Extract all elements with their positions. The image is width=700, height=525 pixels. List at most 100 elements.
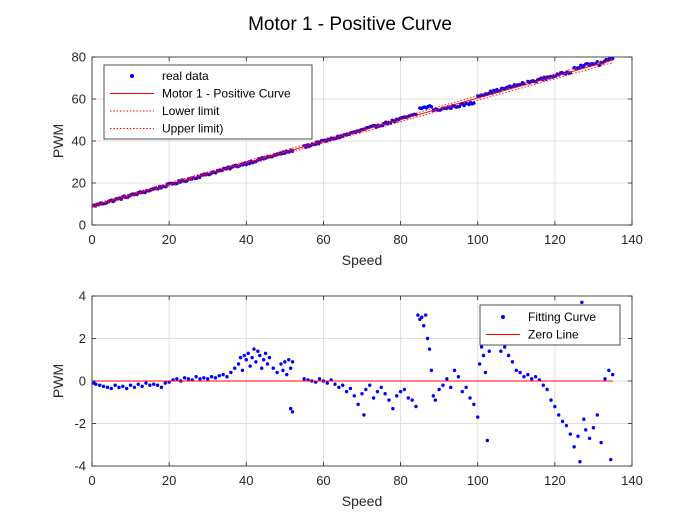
- x-axis-label: Speed: [342, 252, 382, 268]
- data-point: [607, 368, 611, 373]
- x-tick-label: 0: [88, 232, 95, 247]
- data-point: [584, 428, 588, 432]
- data-point: [485, 438, 490, 443]
- data-point: [530, 377, 534, 381]
- data-point: [580, 300, 584, 305]
- data-point: [288, 406, 293, 411]
- data-point: [128, 383, 133, 387]
- data-point: [182, 376, 187, 380]
- x-tick-label: 40: [239, 473, 253, 488]
- data-point: [248, 364, 252, 368]
- data-point: [572, 445, 576, 449]
- data-point: [553, 404, 557, 409]
- data-point: [364, 387, 368, 392]
- data-point: [344, 389, 349, 394]
- legend-label: Lower limit: [162, 104, 220, 118]
- x-tick-label: 120: [544, 232, 566, 247]
- y-tick-label: 0: [79, 374, 86, 389]
- data-point: [279, 362, 283, 366]
- data-point: [242, 353, 247, 358]
- x-tick-label: 40: [239, 232, 253, 247]
- data-point: [229, 370, 233, 375]
- data-point: [578, 460, 582, 464]
- y-axis-label: PWM: [50, 364, 66, 398]
- data-point: [362, 413, 366, 417]
- data-point: [288, 366, 293, 370]
- legend-label: real data: [162, 69, 209, 83]
- data-point: [477, 362, 482, 366]
- data-point: [333, 382, 337, 386]
- data-point: [132, 385, 137, 390]
- data-point: [352, 394, 356, 398]
- data-point: [576, 434, 580, 438]
- data-point: [387, 398, 391, 402]
- data-point: [265, 362, 270, 366]
- x-tick-label: 100: [467, 232, 489, 247]
- data-point: [375, 389, 380, 394]
- legend-entry: Lower limit: [110, 104, 220, 118]
- data-point: [506, 353, 511, 358]
- data-point: [410, 398, 414, 402]
- x-tick-label: 140: [621, 232, 643, 247]
- data-point: [545, 387, 549, 392]
- data-point: [236, 362, 241, 366]
- data-point: [209, 375, 214, 379]
- data-point: [206, 377, 210, 381]
- y-tick-label: 4: [79, 289, 86, 304]
- data-point: [186, 377, 191, 381]
- data-point: [109, 386, 113, 391]
- data-point: [267, 355, 272, 360]
- data-point: [591, 426, 596, 430]
- data-point: [283, 360, 287, 364]
- data-point: [395, 394, 399, 398]
- data-point: [611, 57, 615, 61]
- data-point: [595, 413, 599, 417]
- data-point: [261, 358, 266, 362]
- data-point: [609, 457, 613, 462]
- legend-box: [103, 64, 313, 140]
- figure-title: Motor 1 - Positive Curve: [248, 14, 452, 35]
- x-tick-label: 20: [162, 473, 176, 488]
- data-point: [256, 349, 260, 353]
- data-point: [479, 345, 484, 349]
- data-point: [468, 396, 472, 400]
- data-point: [252, 347, 256, 351]
- data-point: [348, 386, 353, 391]
- data-point: [383, 392, 387, 396]
- data-point: [148, 383, 152, 387]
- data-point: [202, 376, 206, 380]
- data-point: [510, 360, 515, 364]
- y-tick-label: 40: [72, 134, 86, 149]
- x-tick-label: 140: [621, 473, 643, 488]
- data-point: [464, 385, 468, 390]
- data-point: [611, 372, 615, 377]
- data-point: [472, 402, 476, 407]
- data-point: [290, 360, 295, 364]
- data-point: [518, 370, 522, 375]
- y-tick-label: 80: [72, 50, 86, 65]
- data-point: [472, 101, 476, 105]
- data-point: [522, 375, 526, 379]
- data-point: [281, 368, 285, 373]
- x-tick-label: 80: [393, 473, 407, 488]
- data-point: [246, 351, 250, 356]
- legend-marker: [501, 315, 505, 319]
- bottom-axes: 0 20 40 60 80 100 120 140 -4 -2 0 2 4 Speed PWM Fitting…: [50, 289, 643, 510]
- data-point: [398, 389, 403, 394]
- series-line-1: [92, 59, 613, 207]
- data-point: [481, 353, 486, 358]
- data-point: [541, 383, 545, 387]
- top-axes: 0 20 40 60 80 100 120 140 0 20 40 60 80 Speed PWM real …: [50, 50, 643, 269]
- data-point: [568, 432, 572, 436]
- data-point: [136, 382, 140, 386]
- x-tick-label: 80: [393, 232, 407, 247]
- x-axis-label: Speed: [342, 493, 382, 509]
- legend-label: Zero Line: [528, 328, 579, 342]
- data-point: [429, 105, 434, 109]
- y-tick-label: 60: [72, 92, 86, 107]
- legend-entry: Motor 1 - Positive Curve: [110, 87, 291, 101]
- data-point: [549, 398, 553, 402]
- data-point: [238, 355, 243, 360]
- legend: real data Motor 1 - Positive Curve Lower l…: [103, 64, 313, 140]
